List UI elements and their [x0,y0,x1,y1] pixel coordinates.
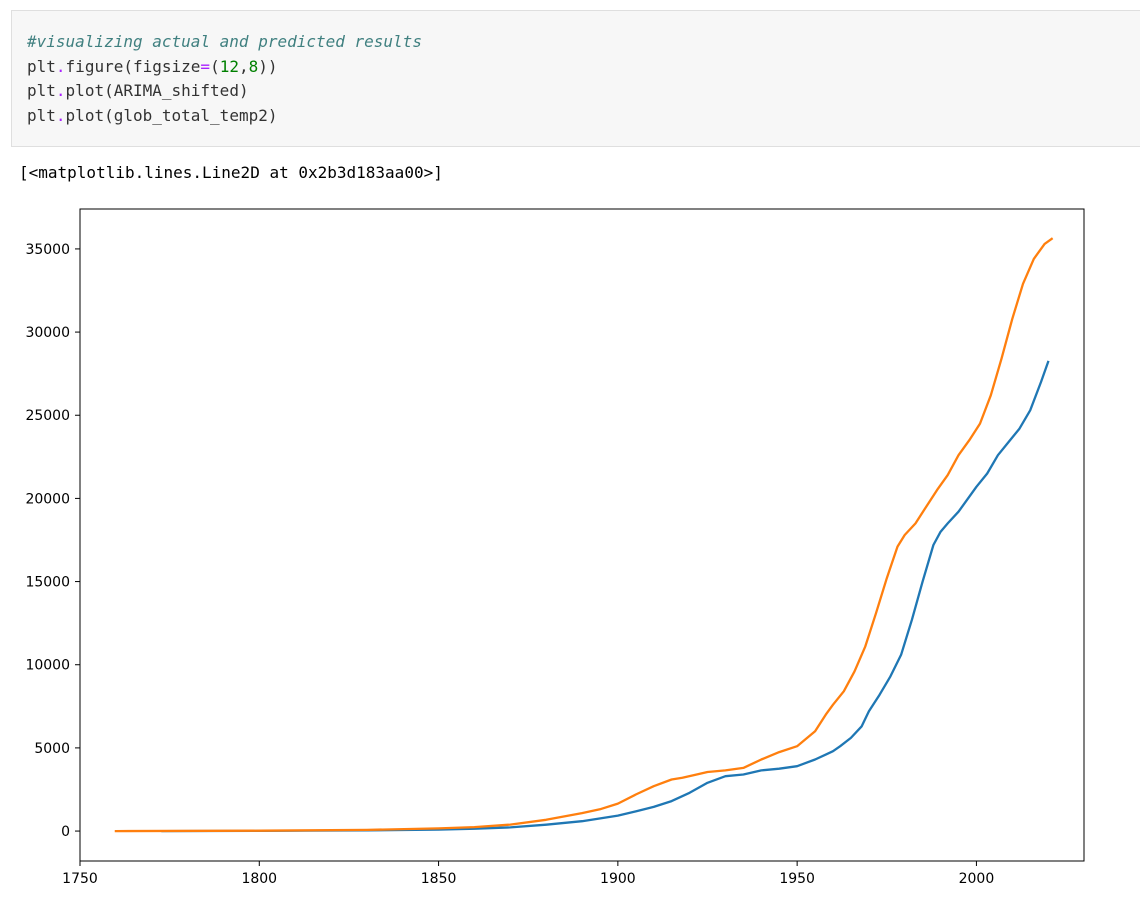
series-line-1 [161,360,1050,833]
code-comment: #visualizing actual and predicted result… [27,32,422,51]
code-operator: = [200,56,211,76]
code-function: plot [65,105,105,125]
code-argument: ARIMA_shifted [113,81,239,100]
x-tick-label: 1800 [241,871,277,887]
y-tick-label: 35000 [25,242,70,258]
code-cell[interactable]: #visualizing actual and predicted result… [11,10,1140,147]
code-number: 8 [248,56,259,76]
code-object: plt [27,105,56,125]
code-paren-open: ( [104,81,114,100]
code-paren-open: ( [123,56,133,76]
code-tuple-open: ( [210,56,220,76]
code-arg-name: figsize [132,56,201,76]
cell-output-text: [<matplotlib.lines.Line2D at 0x2b3d183aa… [19,163,443,182]
code-line-plot-glob: plt.plot(glob_total_temp2) [27,104,422,129]
y-tick-label: 0 [61,824,70,840]
x-tick-label: 1900 [600,871,636,887]
y-tick-label: 25000 [25,408,70,424]
code-function: figure [65,56,124,76]
x-tick-label: 1850 [421,871,457,887]
code-dot: . [55,56,66,76]
y-tick-label: 5000 [34,741,70,757]
code-dot: . [55,81,66,100]
plot-output: 1750 1800 1850 1900 1950 2000 0 5000 10000 15000 2… [0,195,1140,914]
plot-layer: 1750 1800 1850 1900 1950 20000500010000150002… [25,208,1085,887]
code-argument: glob_total_temp2 [113,105,268,125]
x-tick-label: 1750 [62,871,98,887]
code-line-figure: plt.figure(figsize=(12,8)) [27,55,422,80]
code-function: plot [65,81,105,100]
axes-frame [79,208,1085,862]
code-object: plt [27,56,56,76]
code-paren-open: ( [104,105,114,125]
code-paren-close: ) [238,81,249,100]
line-chart: 1750 1800 1850 1900 1950 20000500010000150002… [25,208,1085,887]
y-tick-label: 30000 [25,325,70,341]
y-tick-label: 10000 [25,658,70,674]
code-number: 12 [219,56,239,76]
code-line-plot-arima: plt.plot(ARIMA_shifted) [27,79,422,104]
series-line-2 [114,237,1054,833]
code-paren-close: ) [267,105,278,125]
code-comma: , [238,56,249,76]
x-tick-label: 1950 [779,871,815,887]
code-paren-close: )) [258,56,278,76]
x-tick-label: 2000 [959,871,995,887]
code-object: plt [27,81,56,100]
code-editor[interactable]: #visualizing actual and predicted result… [27,30,422,128]
code-dot: . [55,105,66,125]
y-tick-label: 15000 [25,575,70,591]
y-tick-label: 20000 [25,491,70,507]
